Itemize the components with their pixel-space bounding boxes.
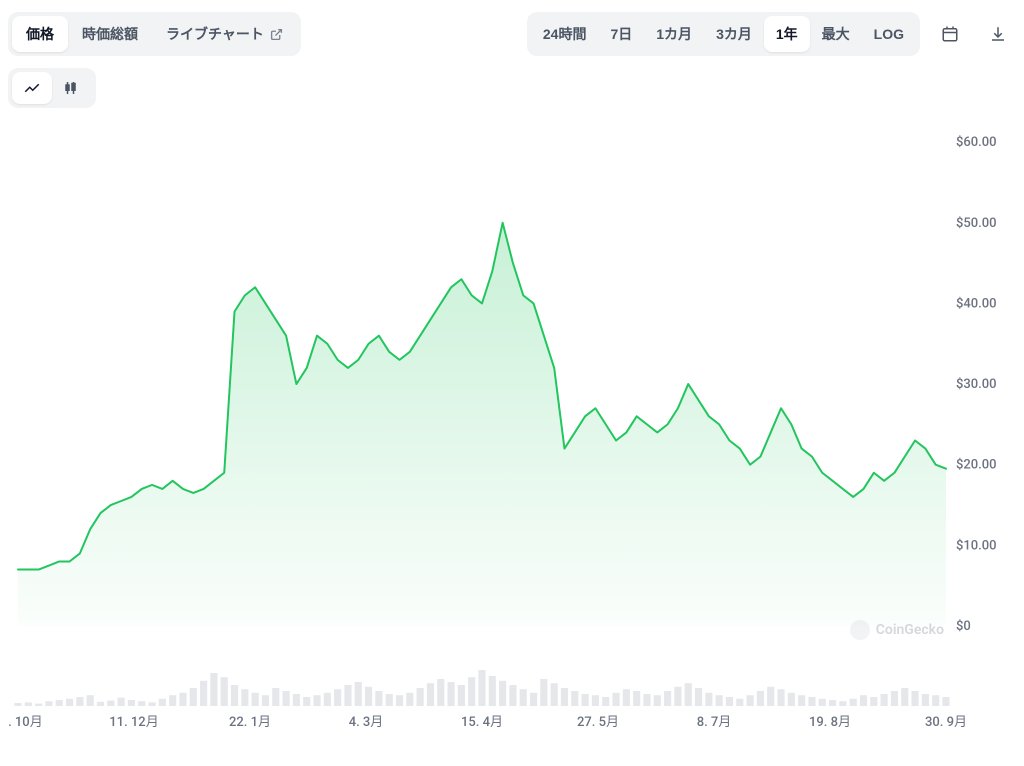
svg-text:$60.00: $60.00 bbox=[956, 135, 997, 150]
range-24h[interactable]: 24時間 bbox=[531, 16, 599, 52]
coingecko-logo-icon bbox=[850, 620, 870, 640]
view-tabs: 価格 時価総額 ライブチャート bbox=[8, 12, 301, 56]
svg-text:8. 7月: 8. 7月 bbox=[697, 715, 732, 730]
svg-text:$20.00: $20.00 bbox=[956, 458, 997, 473]
tab-label: 時価総額 bbox=[82, 24, 138, 44]
watermark-text: CoinGecko bbox=[876, 622, 944, 638]
watermark: CoinGecko bbox=[850, 620, 944, 640]
chart-area: $0 $10.00 $20.00 $30.00 $40.00 $50.00 $60.00 30… bbox=[8, 116, 1016, 760]
tab-livechart[interactable]: ライブチャート bbox=[152, 16, 297, 52]
svg-text:$40.00: $40.00 bbox=[956, 296, 997, 311]
line-chart-icon bbox=[23, 79, 41, 97]
range-1m[interactable]: 1カ月 bbox=[644, 16, 704, 52]
tab-label: ライブチャート bbox=[166, 24, 264, 44]
svg-text:30. 10月: 30. 10月 bbox=[8, 715, 43, 730]
calendar-button[interactable] bbox=[932, 16, 968, 52]
svg-text:$10.00: $10.00 bbox=[956, 538, 997, 553]
svg-text:$0: $0 bbox=[956, 619, 971, 634]
toolbar: 価格 時価総額 ライブチャート 24時間 7日 1カ月 3カ月 1年 最大 LO… bbox=[8, 12, 1016, 56]
candlestick-icon bbox=[63, 79, 81, 97]
svg-text:$50.00: $50.00 bbox=[956, 216, 997, 231]
svg-text:30. 9月: 30. 9月 bbox=[925, 715, 967, 730]
right-controls: 24時間 7日 1カ月 3カ月 1年 最大 LOG bbox=[527, 12, 1016, 56]
range-log[interactable]: LOG bbox=[862, 16, 916, 52]
range-7d[interactable]: 7日 bbox=[598, 16, 644, 52]
svg-text:19. 8月: 19. 8月 bbox=[809, 715, 851, 730]
price-chart[interactable]: $0 $10.00 $20.00 $30.00 $40.00 $50.00 $60.00 30… bbox=[8, 116, 1016, 756]
tab-marketcap[interactable]: 時価総額 bbox=[68, 16, 152, 52]
download-icon bbox=[989, 25, 1007, 43]
time-range-group: 24時間 7日 1カ月 3カ月 1年 最大 LOG bbox=[527, 12, 920, 56]
calendar-icon bbox=[941, 25, 959, 43]
external-link-icon bbox=[270, 28, 283, 41]
chart-type-line[interactable] bbox=[12, 72, 52, 104]
svg-text:22. 1月: 22. 1月 bbox=[229, 715, 271, 730]
range-1y[interactable]: 1年 bbox=[764, 16, 810, 52]
download-button[interactable] bbox=[980, 16, 1016, 52]
range-max[interactable]: 最大 bbox=[810, 16, 862, 52]
svg-text:4. 3月: 4. 3月 bbox=[349, 715, 384, 730]
chart-type-group bbox=[8, 68, 96, 108]
svg-text:11. 12月: 11. 12月 bbox=[109, 715, 158, 730]
range-3m[interactable]: 3カ月 bbox=[704, 16, 764, 52]
chart-type-candle[interactable] bbox=[52, 72, 92, 104]
tab-label: 価格 bbox=[26, 24, 54, 44]
svg-text:15. 4月: 15. 4月 bbox=[461, 715, 503, 730]
svg-text:27. 5月: 27. 5月 bbox=[577, 715, 619, 730]
svg-text:$30.00: $30.00 bbox=[956, 377, 997, 392]
tab-price[interactable]: 価格 bbox=[12, 16, 68, 52]
